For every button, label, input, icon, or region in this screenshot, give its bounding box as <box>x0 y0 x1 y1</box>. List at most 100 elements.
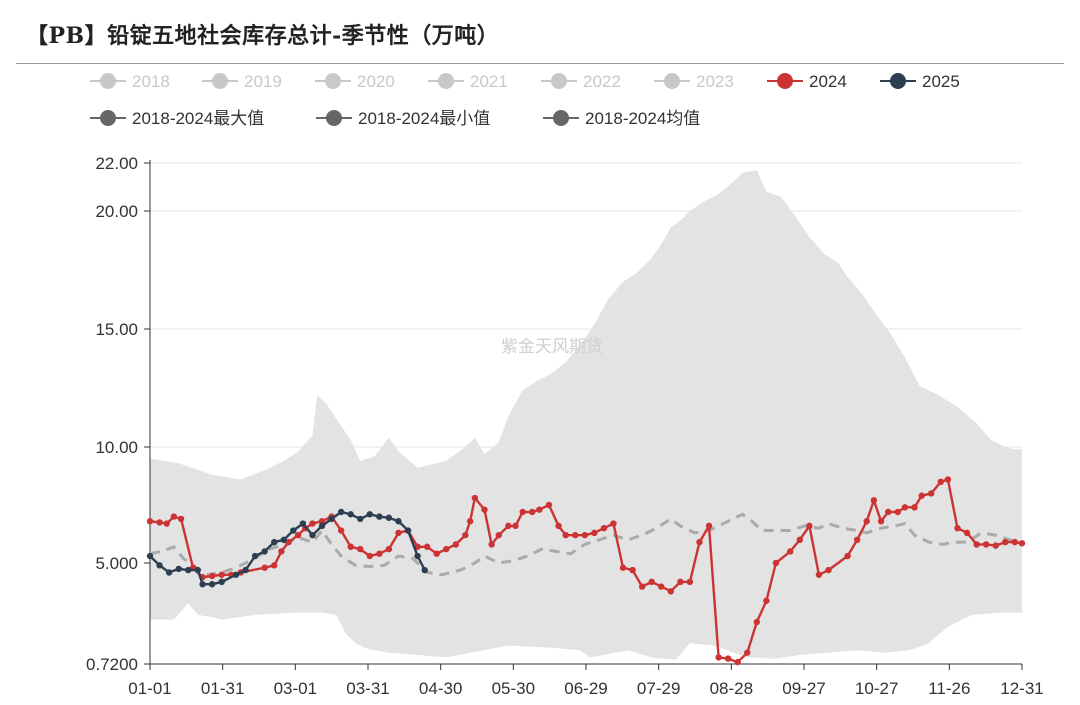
legend-marker-icon <box>100 110 116 126</box>
data-point-2024 <box>911 504 918 511</box>
legend-marker-icon <box>438 73 454 89</box>
data-point-2024 <box>744 649 751 656</box>
data-point-2025 <box>404 527 412 534</box>
data-point-2024 <box>1018 540 1026 547</box>
data-point-2024 <box>954 525 961 532</box>
y-tick-label: 20.00 <box>95 202 138 221</box>
data-point-2024 <box>638 583 646 590</box>
legend-item-2019[interactable]: 2019 <box>202 72 282 91</box>
x-tick-label: 05-30 <box>492 679 535 698</box>
legend-label: 2018-2024均值 <box>585 109 700 128</box>
x-tick-label: 01-31 <box>201 679 244 698</box>
data-point-2025 <box>357 515 364 523</box>
data-point-2024 <box>395 529 402 537</box>
legend-item-2023[interactable]: 2023 <box>654 72 734 91</box>
data-point-2024 <box>519 508 526 516</box>
legend-label: 2024 <box>809 72 847 91</box>
legend-marker-icon <box>777 73 793 89</box>
x-tick-label: 03-31 <box>346 679 389 698</box>
data-point-2024 <box>466 518 474 525</box>
data-point-2025 <box>385 514 393 521</box>
legend-item-2018[interactable]: 2018 <box>90 72 170 91</box>
data-point-2025 <box>328 515 335 523</box>
data-point-2025 <box>185 566 192 574</box>
data-point-2024 <box>505 522 512 530</box>
x-tick-label: 06-29 <box>564 679 607 698</box>
legend-label: 2018-2024最小值 <box>358 109 490 128</box>
legend-item-2018-2024均值[interactable]: 2018-2024均值 <box>543 109 700 128</box>
data-point-2024 <box>1002 538 1009 546</box>
chart-title: 【PB】铅锭五地社会库存总计-季节性（万吨） <box>26 23 500 49</box>
legend-item-2021[interactable]: 2021 <box>428 72 508 91</box>
data-point-2025 <box>242 566 249 574</box>
data-point-2024 <box>572 531 579 539</box>
legend-label: 2021 <box>470 72 508 91</box>
legend-item-2018-2024最大值[interactable]: 2018-2024最大值 <box>90 109 264 128</box>
data-point-2024 <box>366 552 373 560</box>
data-point-2024 <box>163 520 170 527</box>
y-tick-label: 22.00 <box>95 154 138 173</box>
data-point-2025 <box>271 538 278 546</box>
data-point-2024 <box>877 518 885 525</box>
data-point-2024 <box>677 578 684 586</box>
data-point-2025 <box>366 511 373 518</box>
data-point-2025 <box>199 581 206 588</box>
data-point-2024 <box>648 578 655 586</box>
data-point-2024 <box>928 490 935 497</box>
data-point-2024 <box>686 578 694 586</box>
data-point-2025 <box>318 522 326 530</box>
data-point-2024 <box>357 545 364 553</box>
legend-item-2025[interactable]: 2025 <box>880 72 960 91</box>
data-point-2024 <box>443 545 450 553</box>
data-point-2024 <box>918 492 925 499</box>
data-point-2024 <box>261 564 268 571</box>
title-divider <box>16 63 1064 64</box>
x-tick-label: 07-29 <box>637 679 680 698</box>
data-point-2024 <box>619 564 627 571</box>
data-point-2024 <box>218 571 225 578</box>
data-point-2024 <box>796 536 804 543</box>
legend-item-2022[interactable]: 2022 <box>541 72 621 91</box>
data-point-2024 <box>536 506 543 513</box>
legend-label: 2023 <box>696 72 734 91</box>
data-point-2025 <box>194 566 201 574</box>
data-point-2024 <box>894 508 901 516</box>
data-point-2024 <box>512 522 519 530</box>
data-point-2024 <box>815 571 823 578</box>
y-tick-label: 5.000 <box>95 554 138 573</box>
data-point-2025 <box>251 552 259 560</box>
x-tick-label: 08-28 <box>710 679 753 698</box>
data-point-2025 <box>421 566 428 574</box>
data-point-2024 <box>715 654 722 661</box>
data-point-2024 <box>992 542 999 549</box>
data-point-2024 <box>471 494 479 502</box>
data-point-2024 <box>772 559 780 567</box>
data-point-2024 <box>963 529 971 537</box>
data-point-2024 <box>870 497 878 504</box>
data-point-2025 <box>395 518 402 525</box>
data-point-2024 <box>177 515 185 523</box>
data-point-2025 <box>146 552 154 560</box>
data-point-2024 <box>423 543 431 550</box>
legend-marker-icon <box>553 110 569 126</box>
data-point-2024 <box>763 597 770 604</box>
data-point-2025 <box>261 548 268 555</box>
legend-item-2020[interactable]: 2020 <box>315 72 395 91</box>
min-max-band <box>150 170 1022 660</box>
legend-marker-icon <box>551 73 567 89</box>
legend-label: 2025 <box>922 72 960 91</box>
x-tick-label: 10-27 <box>855 679 898 698</box>
x-tick-label: 12-31 <box>1000 679 1043 698</box>
data-point-2024 <box>600 525 608 532</box>
legend-item-2024[interactable]: 2024 <box>767 72 847 91</box>
legend-marker-icon <box>664 73 680 89</box>
y-tick-label: 10.00 <box>95 438 138 457</box>
data-point-2024 <box>705 522 713 530</box>
data-point-2024 <box>787 548 794 555</box>
data-point-2024 <box>170 513 178 520</box>
legend-marker-icon <box>326 110 342 126</box>
data-point-2024 <box>285 538 292 546</box>
data-point-2024 <box>885 508 892 516</box>
legend-item-2018-2024最小值[interactable]: 2018-2024最小值 <box>316 109 490 128</box>
